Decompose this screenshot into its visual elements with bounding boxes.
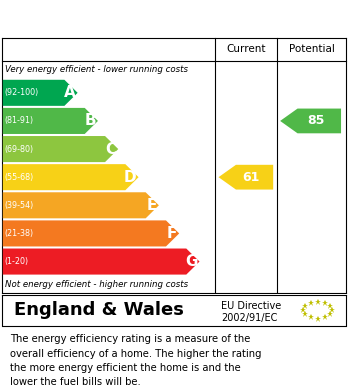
Text: (39-54): (39-54)	[4, 201, 33, 210]
Polygon shape	[280, 109, 341, 133]
Text: G: G	[185, 254, 197, 269]
Text: The energy efficiency rating is a measure of the
overall efficiency of a home. T: The energy efficiency rating is a measur…	[10, 334, 262, 387]
Polygon shape	[3, 192, 159, 218]
Text: (21-38): (21-38)	[4, 229, 33, 238]
Text: (1-20): (1-20)	[4, 257, 28, 266]
Text: England & Wales: England & Wales	[14, 301, 184, 319]
Text: F: F	[167, 226, 177, 241]
Text: Potential: Potential	[288, 44, 334, 54]
Text: (55-68): (55-68)	[4, 173, 33, 182]
Text: C: C	[105, 142, 116, 156]
Text: A: A	[64, 85, 76, 100]
Text: B: B	[84, 113, 96, 128]
Text: 85: 85	[307, 115, 324, 127]
Text: E: E	[147, 198, 157, 213]
Polygon shape	[3, 80, 78, 106]
Text: D: D	[124, 170, 136, 185]
Polygon shape	[219, 165, 273, 190]
Text: (81-91): (81-91)	[4, 117, 33, 126]
Text: (92-100): (92-100)	[4, 88, 38, 97]
Text: Current: Current	[226, 44, 266, 54]
Polygon shape	[3, 221, 179, 246]
Polygon shape	[3, 164, 139, 190]
Text: 2002/91/EC: 2002/91/EC	[221, 312, 277, 323]
Text: Very energy efficient - lower running costs: Very energy efficient - lower running co…	[5, 66, 188, 75]
Polygon shape	[3, 249, 199, 274]
Text: EU Directive: EU Directive	[221, 301, 281, 310]
Text: Energy Efficiency Rating: Energy Efficiency Rating	[10, 9, 239, 27]
Text: 61: 61	[243, 171, 260, 184]
Polygon shape	[3, 108, 98, 134]
Text: (69-80): (69-80)	[4, 145, 33, 154]
Polygon shape	[3, 136, 118, 162]
Text: Not energy efficient - higher running costs: Not energy efficient - higher running co…	[5, 280, 188, 289]
